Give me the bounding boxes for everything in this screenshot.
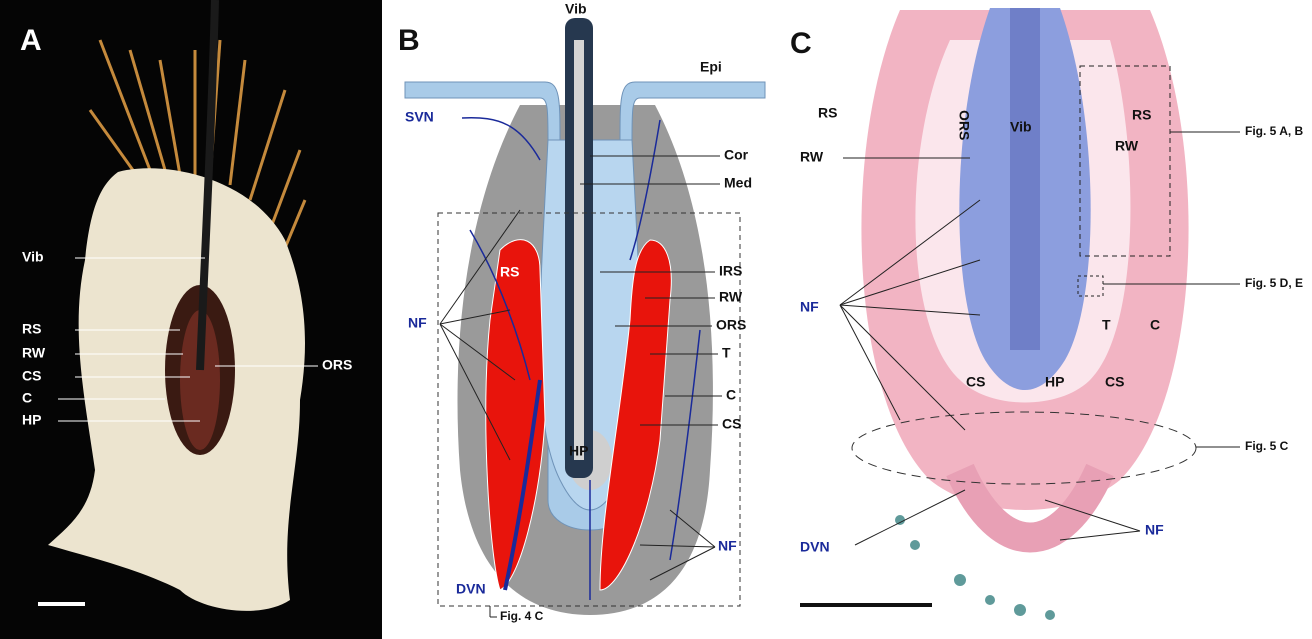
label: CS xyxy=(966,374,985,390)
label: RS xyxy=(818,105,837,121)
label: Med xyxy=(724,175,752,191)
label: Vib xyxy=(1010,119,1032,135)
label: RW xyxy=(22,345,46,361)
label: HP xyxy=(1045,374,1064,390)
panel-c: C RS ORS Vib RS RW RW Fig. 5 A, B Fig. 5… xyxy=(790,8,1304,620)
label: Epi xyxy=(700,59,722,75)
panel-letter: B xyxy=(398,24,420,57)
label: NF xyxy=(718,538,737,554)
label: RW xyxy=(800,149,824,165)
label: RW xyxy=(1115,138,1139,154)
medulla xyxy=(574,40,584,460)
label: C xyxy=(726,387,736,403)
label: RS xyxy=(500,264,519,280)
label: NF xyxy=(408,315,427,331)
label: T xyxy=(1102,317,1111,333)
panel-letter: A xyxy=(20,24,42,57)
label: ORS xyxy=(956,110,972,140)
label: DVN xyxy=(800,539,830,555)
label: CS xyxy=(22,368,41,384)
label: Vib xyxy=(22,249,44,265)
label: Vib xyxy=(565,1,587,17)
label: DVN xyxy=(456,581,486,597)
label: T xyxy=(722,345,731,361)
figure: A Vib RS RW CS C HP ORS xyxy=(0,0,1312,639)
panel-a: A Vib RS RW CS C HP ORS xyxy=(0,0,382,639)
label: Fig. 5 C xyxy=(1245,439,1289,453)
label: NF xyxy=(800,299,819,315)
label: HP xyxy=(569,443,588,459)
scale-bar xyxy=(800,603,932,607)
label: Fig. 5 A, B xyxy=(1245,124,1304,138)
label: RW xyxy=(719,289,743,305)
label: HP xyxy=(22,412,41,428)
label: SVN xyxy=(405,109,434,125)
vibrissa xyxy=(1010,8,1040,350)
panel-letter: C xyxy=(790,27,812,60)
label: RS xyxy=(1132,107,1151,123)
scale-bar xyxy=(38,602,85,606)
label: Cor xyxy=(724,147,749,163)
label: ORS xyxy=(716,317,746,333)
label: C xyxy=(22,390,32,406)
label: C xyxy=(1150,317,1160,333)
label: IRS xyxy=(719,263,742,279)
label: Fig. 5 D, E xyxy=(1245,276,1303,290)
panel-b: B Vib Epi SVN Cor Med NF RS IRS RW ORS T… xyxy=(398,1,765,623)
label: CS xyxy=(722,416,741,432)
label: RS xyxy=(22,321,41,337)
label: NF xyxy=(1145,522,1164,538)
label: ORS xyxy=(322,357,352,373)
label: CS xyxy=(1105,374,1124,390)
label: Fig. 4 C xyxy=(500,609,544,623)
